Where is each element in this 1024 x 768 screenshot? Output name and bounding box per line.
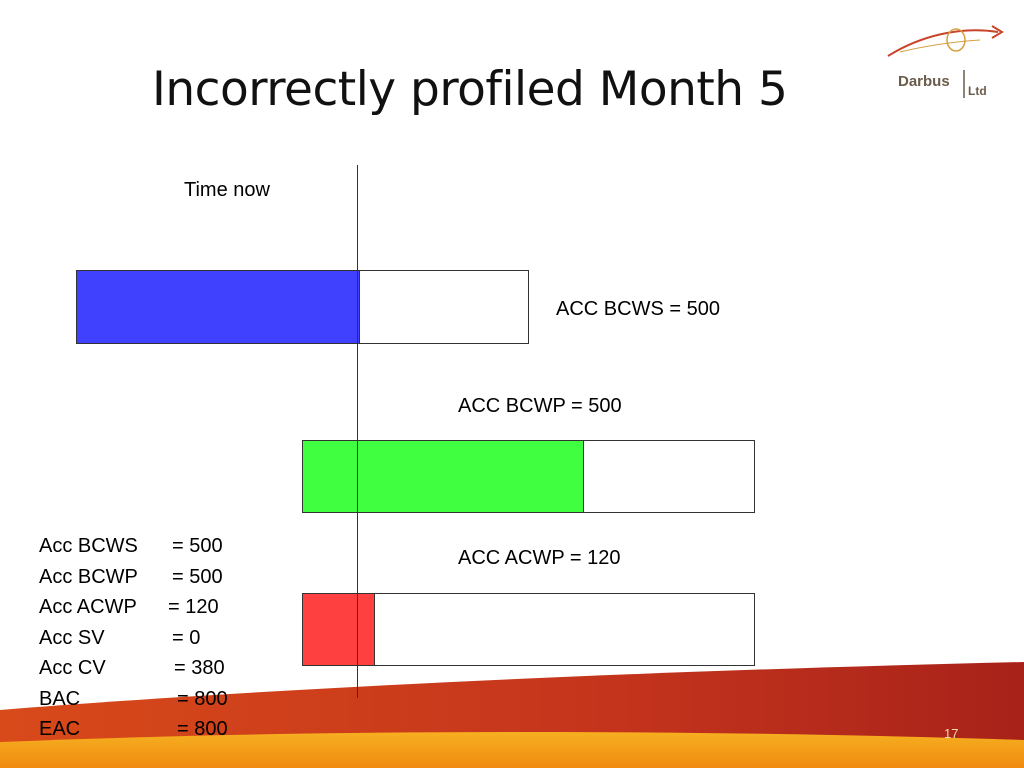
stat-key: BAC [39,687,81,710]
stat-key: Acc ACWP [39,596,137,618]
stat-key: Acc SV [39,626,105,649]
stat-key: Acc BCWS [39,535,138,557]
stat-value: = 500 [172,565,223,588]
bcws-bar-fill [77,271,360,343]
stat-value: = 380 [174,657,225,679]
stat-key: Acc BCWP [39,565,138,588]
acwp-bar-label: ACC ACWP = 120 [458,547,621,569]
company-logo: Darbus Ltd [880,18,1015,108]
bcws-bar-label: ACC BCWS = 500 [556,298,720,320]
time-now-line [357,165,358,698]
stat-value: = 120 [168,596,219,618]
stat-key: Acc CV [39,657,106,679]
slide-number: 17 [944,726,959,741]
swoosh-globe-logo-icon [887,25,1004,98]
logo-suffix: Ltd [968,84,987,98]
time-now-label: Time now [184,179,270,201]
acwp-bar-fill [303,594,376,665]
bcwp-bar [302,440,755,513]
slide-title: Incorrectly profiled Month 5 [152,62,788,117]
stat-value: = 0 [172,626,201,649]
bcws-bar [76,270,529,344]
stat-value: = 800 [177,687,228,710]
acwp-bar [302,593,755,666]
stat-key: EAC [39,718,81,740]
bcwp-bar-fill [303,441,585,512]
stat-value: = 800 [177,718,228,740]
bcwp-bar-label: ACC BCWP = 500 [458,395,622,417]
logo-name: Darbus [898,73,950,90]
stat-value: = 500 [172,535,223,557]
